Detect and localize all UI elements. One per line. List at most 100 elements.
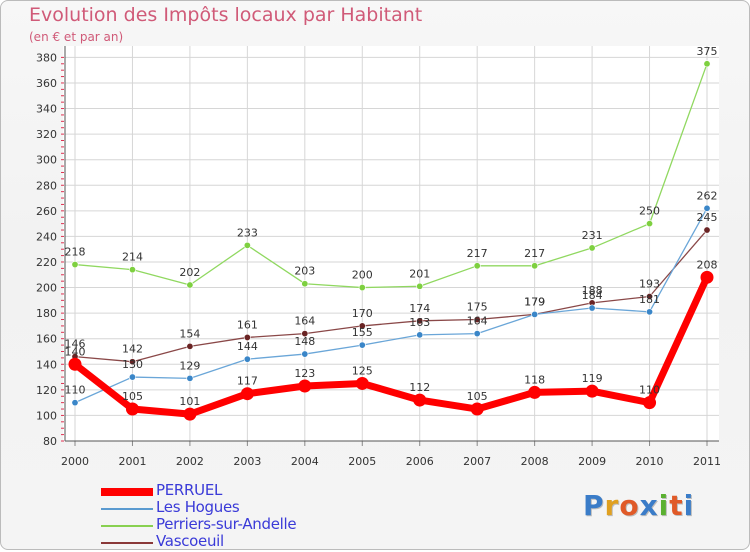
data-label-les-hogues: 164 — [467, 315, 488, 328]
data-label-vascoeuil: 170 — [352, 307, 373, 320]
data-point-perriers-sur-andelle — [71, 261, 79, 269]
data-label-perriers-sur-andelle: 217 — [524, 247, 545, 260]
data-point-les-hogues — [358, 341, 366, 349]
data-point-perriers-sur-andelle — [358, 284, 366, 292]
y-tick-label: 220 — [36, 256, 57, 269]
legend-swatch-vascoeuil — [101, 542, 153, 544]
y-tick-label: 180 — [36, 307, 57, 320]
data-label-perriers-sur-andelle: 214 — [122, 251, 143, 264]
data-point-perruel — [68, 357, 82, 371]
data-label-perruel: 118 — [524, 373, 545, 386]
y-tick-label: 260 — [36, 205, 57, 218]
y-tick-label: 100 — [36, 409, 57, 422]
data-label-perruel: 110 — [639, 384, 660, 397]
logo-letter: r — [604, 489, 620, 522]
data-label-vascoeuil: 175 — [467, 301, 488, 314]
data-label-perriers-sur-andelle: 201 — [409, 267, 430, 280]
data-point-perruel — [413, 393, 427, 407]
chart-title: Evolution des Impôts locaux par Habitant — [29, 4, 423, 26]
x-tick-label: 2008 — [521, 455, 549, 468]
data-label-les-hogues: 163 — [409, 316, 430, 329]
x-tick-label: 2004 — [291, 455, 319, 468]
data-label-vascoeuil: 193 — [639, 278, 660, 291]
data-label-vascoeuil: 142 — [122, 343, 143, 356]
data-point-perriers-sur-andelle — [531, 262, 539, 270]
data-point-les-hogues — [71, 399, 79, 407]
x-tick-label: 2009 — [578, 455, 606, 468]
data-label-vascoeuil: 154 — [179, 327, 200, 340]
series-line-perruel — [72, 275, 711, 418]
x-tick-label: 2002 — [176, 455, 204, 468]
legend-label-vascoeuil: Vascoeuil — [156, 532, 224, 550]
logo-letter: P — [583, 489, 605, 522]
data-point-les-hogues — [128, 373, 136, 381]
data-label-perruel: 112 — [409, 381, 430, 394]
data-point-perruel — [125, 402, 139, 416]
data-label-les-hogues: 129 — [179, 359, 200, 372]
data-point-perriers-sur-andelle — [646, 220, 654, 228]
data-label-les-hogues: 144 — [237, 340, 258, 353]
legend-swatch-perriers-sur-andelle — [101, 525, 153, 527]
logo-letter: o — [619, 489, 640, 522]
data-point-perruel — [700, 270, 714, 284]
data-label-les-hogues: 130 — [122, 358, 143, 371]
data-point-perriers-sur-andelle — [473, 262, 481, 270]
data-label-perriers-sur-andelle: 203 — [294, 265, 315, 278]
data-point-perruel — [470, 402, 484, 416]
data-point-perruel — [528, 385, 542, 399]
data-point-vascoeuil — [301, 330, 309, 338]
series-line-les-hogues — [74, 207, 708, 404]
y-tick-label: 340 — [36, 103, 57, 116]
data-label-perruel: 123 — [294, 367, 315, 380]
plot-area — [63, 46, 719, 441]
legend-swatch-les-hogues — [101, 508, 153, 510]
data-label-perriers-sur-andelle: 233 — [237, 226, 258, 239]
y-tick-label: 280 — [36, 179, 57, 192]
data-label-perriers-sur-andelle: 217 — [467, 247, 488, 260]
logo-letter: i — [658, 489, 670, 522]
data-label-perruel: 125 — [352, 364, 373, 377]
data-label-perriers-sur-andelle: 250 — [639, 205, 660, 218]
y-tick-label: 380 — [36, 51, 57, 64]
data-point-vascoeuil — [128, 358, 136, 366]
x-tick-label: 2003 — [233, 455, 261, 468]
y-tick-label: 120 — [36, 384, 57, 397]
x-tick-label: 2001 — [118, 455, 146, 468]
data-label-perriers-sur-andelle: 200 — [352, 269, 373, 282]
y-tick-label: 200 — [36, 282, 57, 295]
y-tick-label: 320 — [36, 128, 57, 141]
data-label-vascoeuil: 245 — [697, 211, 718, 224]
data-label-les-hogues: 148 — [294, 335, 315, 348]
data-point-perriers-sur-andelle — [186, 281, 194, 289]
data-point-perruel — [298, 379, 312, 393]
data-point-les-hogues — [646, 308, 654, 316]
data-point-les-hogues — [301, 350, 309, 358]
logo-letter: x — [639, 489, 659, 522]
data-label-les-hogues: 184 — [582, 289, 603, 302]
data-point-les-hogues — [588, 304, 596, 312]
data-point-perruel — [585, 384, 599, 398]
data-label-perriers-sur-andelle: 375 — [697, 45, 718, 58]
data-label-vascoeuil: 146 — [65, 338, 86, 351]
data-point-les-hogues — [531, 310, 539, 318]
data-label-perruel: 140 — [65, 345, 86, 358]
legend-label-perriers-sur-andelle: Perriers-sur-Andelle — [156, 515, 297, 533]
data-label-perruel: 101 — [179, 395, 200, 408]
data-point-perriers-sur-andelle — [301, 280, 309, 288]
series-line-perriers-sur-andelle — [74, 63, 708, 289]
data-point-vascoeuil — [473, 316, 481, 324]
proxiti-logo[interactable]: Proxiti — [583, 489, 694, 522]
series-line-vascoeuil — [74, 229, 708, 363]
data-label-les-hogues: 179 — [524, 295, 545, 308]
data-point-vascoeuil — [703, 226, 711, 234]
data-point-perriers-sur-andelle — [416, 282, 424, 290]
data-point-les-hogues — [416, 331, 424, 339]
data-point-les-hogues — [186, 374, 194, 382]
y-tick-label: 160 — [36, 333, 57, 346]
data-point-perriers-sur-andelle — [703, 60, 711, 68]
data-point-les-hogues — [703, 204, 711, 212]
y-tick-label: 80 — [43, 435, 57, 448]
data-label-perruel: 105 — [467, 390, 488, 403]
